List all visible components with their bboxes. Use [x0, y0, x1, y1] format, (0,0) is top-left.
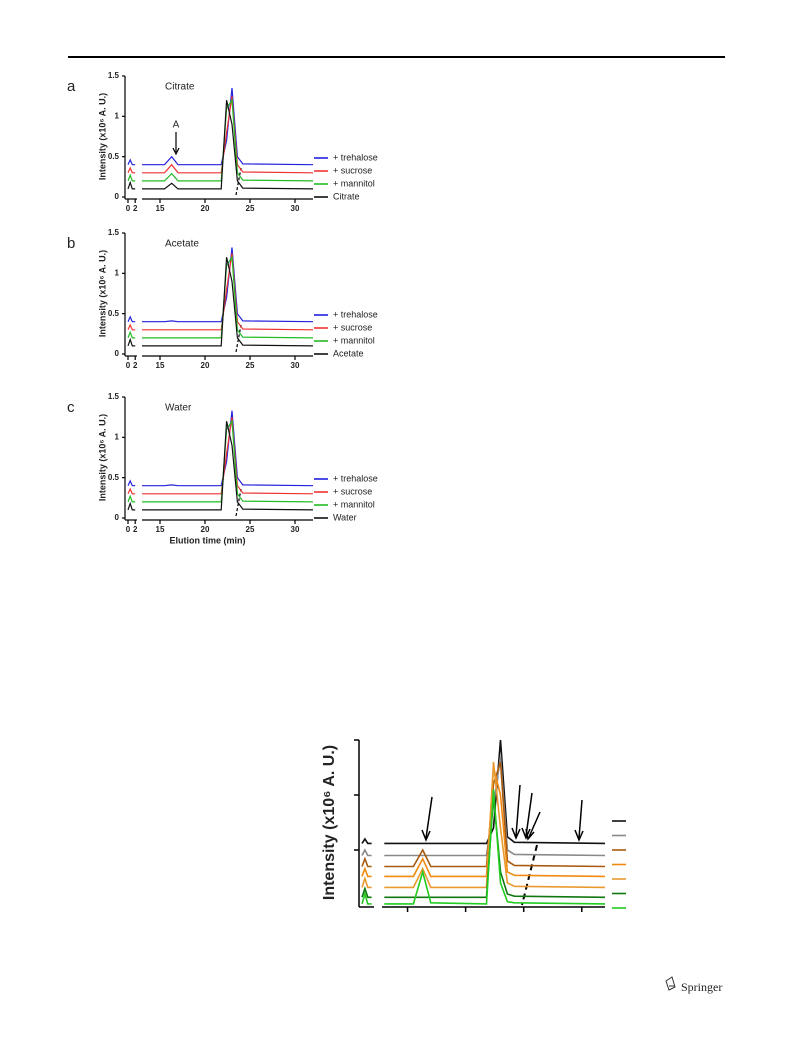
- series-line: [361, 761, 606, 889]
- legend-label: + sucrose: [333, 165, 372, 175]
- series-line: [127, 88, 314, 166]
- peak-annotation: A: [173, 120, 180, 131]
- series-line: [361, 794, 606, 899]
- legend-label: + sucrose: [333, 486, 372, 496]
- x-tick-label: 2: [133, 361, 138, 370]
- panel-label: a: [67, 78, 76, 95]
- y-axis-label: Intensity (x10⁶ A. U.): [97, 93, 107, 180]
- y-tick-label: 1: [115, 111, 120, 120]
- legend-label: + mannitol: [333, 178, 375, 188]
- series-line: [127, 247, 314, 323]
- series-line: [127, 253, 314, 331]
- x-tick-label: 15: [156, 204, 165, 213]
- legend-label: + mannitol: [333, 335, 375, 345]
- x-axis-label: Elution time (min): [170, 535, 246, 545]
- series-line: [127, 100, 314, 190]
- x-tick-label: 2: [133, 525, 138, 534]
- x-tick-label: 25: [246, 361, 255, 370]
- x-tick-label: 30: [291, 525, 300, 534]
- y-tick-label: 0: [115, 513, 120, 522]
- legend-label: + trehalose: [333, 152, 378, 162]
- series-line: [361, 767, 606, 878]
- series-line: [361, 756, 606, 857]
- y-tick-label: 1: [115, 432, 120, 441]
- y-tick-label: 0.5: [108, 473, 120, 482]
- y-tick-label: 1.5: [108, 228, 120, 237]
- series-line: [127, 410, 314, 487]
- legend-label: + trehalose: [333, 473, 378, 483]
- x-tick-label: 0: [126, 361, 131, 370]
- panel-subtitle: Water: [165, 403, 192, 414]
- x-tick-label: 20: [201, 525, 210, 534]
- arrow-head: [172, 147, 180, 156]
- x-tick-label: 2: [133, 204, 138, 213]
- x-tick-label: 15: [156, 525, 165, 534]
- legend-label: + sucrose: [333, 322, 372, 332]
- x-tick-label: 0: [126, 525, 131, 534]
- series-line: [127, 419, 314, 503]
- y-axis-label: Intensity (x10⁶ A. U.): [97, 414, 107, 501]
- x-tick-label: 30: [291, 361, 300, 370]
- dashed-guide: [235, 324, 242, 353]
- panel-label: b: [67, 235, 75, 252]
- x-tick-label: 15: [156, 361, 165, 370]
- x-tick-label: 30: [291, 204, 300, 213]
- y-tick-label: 1.5: [108, 71, 120, 80]
- legend-label: Acetate: [333, 348, 364, 358]
- series-line: [127, 96, 314, 174]
- x-tick-label: 20: [201, 204, 210, 213]
- dashed-guide: [235, 488, 242, 517]
- panel-subtitle: Acetate: [165, 239, 199, 250]
- y-tick-label: 0.5: [108, 309, 120, 318]
- x-tick-label: 0: [126, 204, 131, 213]
- legend-label: + mannitol: [333, 499, 375, 509]
- y-axis-label: Intensity (x10⁶ A. U.): [321, 745, 338, 900]
- y-tick-label: 0: [115, 349, 120, 358]
- x-tick-label: 25: [246, 204, 255, 213]
- series-line: [361, 789, 606, 905]
- series-line: [127, 255, 314, 339]
- y-axis-label: Intensity (x10⁶ A. U.): [97, 250, 107, 337]
- series-line: [127, 417, 314, 495]
- series-line: [361, 761, 606, 868]
- legend-label: + trehalose: [333, 309, 378, 319]
- series-line: [127, 257, 314, 347]
- y-tick-label: 1: [115, 268, 120, 277]
- dashed-guide: [235, 167, 242, 196]
- series-line: [361, 739, 606, 845]
- arrows: [421, 784, 584, 842]
- legend-label: Water: [333, 512, 357, 522]
- publisher: Springer: [681, 980, 722, 994]
- panel-label: c: [67, 399, 75, 416]
- series-line: [127, 98, 314, 182]
- x-tick-label: 25: [246, 525, 255, 534]
- legend-label: Citrate: [333, 191, 360, 201]
- annotations: [172, 132, 584, 906]
- y-tick-label: 1.5: [108, 392, 120, 401]
- publisher-logo: Springer: [665, 976, 722, 994]
- y-tick-label: 0: [115, 192, 120, 201]
- x-tick-label: 20: [201, 361, 210, 370]
- panel-subtitle: Citrate: [165, 82, 195, 93]
- series-line: [127, 421, 314, 511]
- y-tick-label: 0.5: [108, 152, 120, 161]
